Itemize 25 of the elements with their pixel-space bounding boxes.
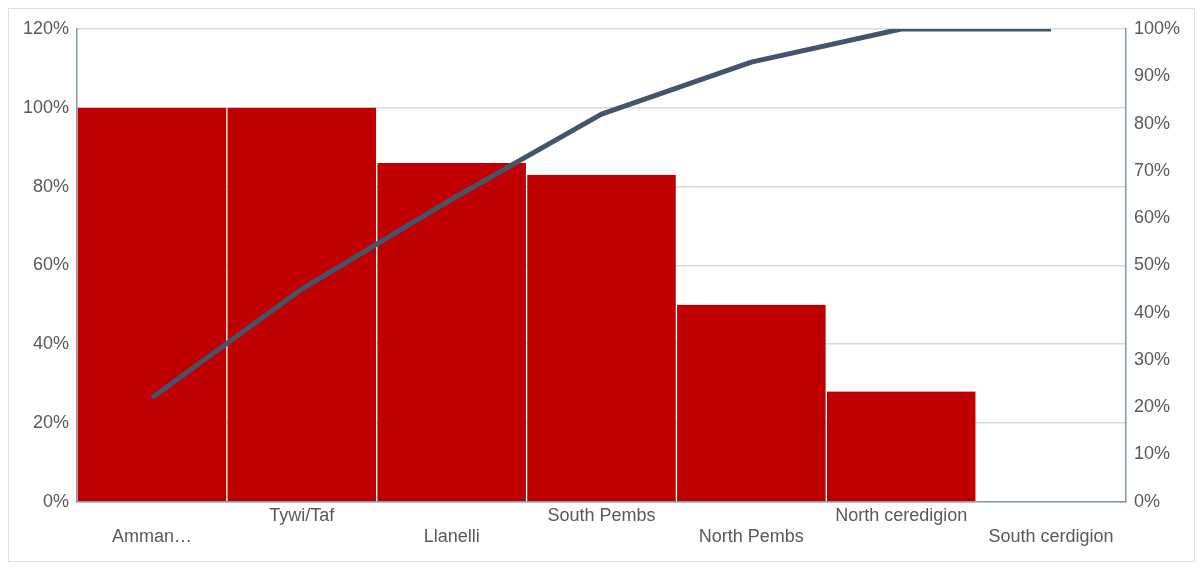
y-tick-label: 120%: [22, 17, 70, 38]
y2-tick-label: 80%: [1133, 112, 1170, 133]
y-tick-label: 80%: [33, 175, 70, 196]
y2-tick-label: 50%: [1133, 254, 1170, 275]
x-tick-label: Llanelli: [423, 526, 480, 547]
x-tick-label: North ceredigion: [835, 504, 968, 525]
x-tick-label: South Pembs: [547, 504, 656, 525]
y2-tick-label: 40%: [1133, 301, 1170, 322]
x-tick-label: Tywi/Taf: [269, 504, 336, 525]
y2-tick-label: 30%: [1133, 348, 1170, 369]
y2-tick-label: 0%: [1133, 490, 1160, 511]
x-tick-label: Amman…: [111, 526, 192, 547]
y2-tick-label: 70%: [1133, 159, 1170, 180]
y2-tick-label: 10%: [1133, 443, 1170, 464]
y2-tick-label: 20%: [1133, 396, 1170, 417]
y-tick-label: 0%: [43, 490, 70, 511]
y-tick-label: 100%: [22, 96, 70, 117]
y-tick-label: 40%: [33, 333, 70, 354]
y2-tick-label: 60%: [1133, 207, 1170, 228]
y2-tick-label: 90%: [1133, 65, 1170, 86]
y2-tick-label: 100%: [1133, 17, 1181, 38]
x-tick-label: North Pembs: [698, 526, 804, 547]
x-tick-label: South cerdigion: [988, 526, 1114, 547]
y-tick-label: 60%: [33, 254, 70, 275]
y-tick-label: 20%: [33, 411, 70, 432]
